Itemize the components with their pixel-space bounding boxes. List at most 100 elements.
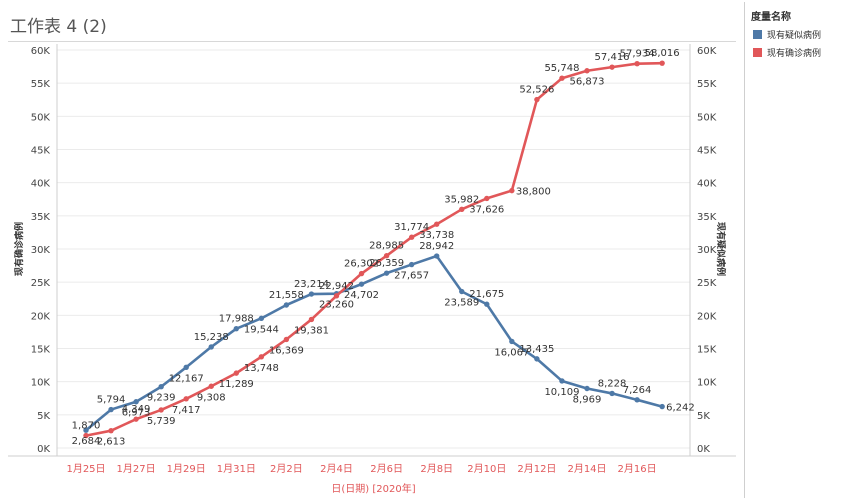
data-label-suspected: 17,988 — [219, 314, 254, 325]
legend-item-suspected[interactable]: 现有疑似病例 — [753, 28, 848, 41]
y-tick-left: 60K — [31, 46, 51, 57]
data-label-confirmed: 28,985 — [369, 241, 404, 252]
data-point-confirmed — [83, 432, 89, 439]
y-axis-title-right: 现有疑似病例 — [715, 222, 727, 276]
x-tick-label: 1月29日 — [167, 463, 206, 475]
x-tick-label: 2月12日 — [517, 463, 556, 475]
y-tick-left: 0K — [37, 444, 50, 455]
data-point-suspected — [584, 385, 590, 392]
data-point-suspected — [208, 344, 214, 350]
data-label-confirmed: 22,942 — [319, 281, 354, 292]
title-divider — [8, 41, 736, 42]
data-point-suspected — [459, 288, 465, 295]
x-tick-label: 2月16日 — [618, 463, 657, 475]
data-point-confirmed — [408, 234, 415, 240]
y-tick-left: 10K — [31, 378, 51, 389]
y-tick-right: 55K — [697, 79, 717, 90]
data-point-suspected — [634, 397, 640, 403]
y-tick-left: 45K — [31, 146, 51, 157]
data-label-confirmed: 1,870 — [72, 421, 101, 432]
data-label-suspected: 6,242 — [666, 403, 695, 414]
data-point-suspected — [358, 281, 365, 287]
legend-swatch-confirmed — [753, 48, 762, 57]
y-tick-right: 0K — [697, 444, 710, 455]
data-point-confirmed — [659, 60, 665, 66]
data-label-confirmed: 57,416 — [595, 52, 630, 63]
data-point-confirmed — [509, 187, 515, 194]
y-tick-right: 15K — [697, 345, 717, 356]
data-point-confirmed — [308, 316, 315, 323]
data-label-suspected: 5,794 — [97, 395, 126, 406]
data-label-confirmed: 5,739 — [147, 416, 176, 427]
x-tick-label: 2月14日 — [567, 463, 606, 475]
legend-label-confirmed: 现有确诊病例 — [767, 49, 822, 59]
data-point-confirmed — [108, 427, 114, 434]
data-label-suspected: 21,558 — [269, 290, 304, 301]
y-tick-left: 40K — [31, 179, 51, 190]
line-chart: 0K 0K 5K 5K 10K 10K 15K 15K 20K 20K 25K 25K 30K 30K 35… — [8, 44, 736, 495]
data-point-suspected — [609, 390, 615, 397]
series-line-suspected — [84, 254, 664, 432]
data-label-suspected: 2,684 — [72, 436, 101, 447]
x-tick-label: 1月27日 — [117, 463, 156, 475]
data-point-confirmed — [258, 354, 265, 360]
data-label-suspected: 9,239 — [147, 393, 176, 404]
data-point-confirmed — [609, 64, 615, 70]
y-tick-left: 35K — [31, 212, 51, 223]
y-tick-right: 60K — [697, 46, 717, 57]
data-point-confirmed — [283, 336, 290, 343]
x-tick-label: 2月6日 — [370, 463, 403, 475]
data-label-confirmed: 11,289 — [219, 379, 254, 390]
y-tick-right: 20K — [697, 311, 717, 322]
legend-swatch-suspected — [753, 30, 762, 39]
data-point-suspected — [484, 301, 490, 307]
data-point-suspected — [133, 399, 139, 405]
series-line-confirmed — [84, 61, 664, 437]
x-tick-label: 2月8日 — [420, 463, 453, 475]
data-point-suspected — [408, 261, 415, 268]
y-tick-right: 35K — [697, 212, 717, 223]
data-label-confirmed: 55,748 — [544, 63, 579, 74]
y-tick-left: 55K — [31, 79, 51, 90]
data-point-confirmed — [183, 396, 189, 402]
data-point-suspected — [183, 364, 189, 370]
y-tick-left: 50K — [31, 112, 51, 123]
data-point-suspected — [83, 427, 89, 433]
x-tick-label: 2月10日 — [467, 463, 506, 475]
y-tick-left: 15K — [31, 345, 51, 356]
data-label-confirmed: 52,526 — [519, 85, 554, 96]
page-title: 工作表 4 (2) — [10, 17, 107, 37]
data-label-confirmed: 37,626 — [469, 204, 504, 215]
data-point-confirmed — [459, 206, 465, 213]
data-point-confirmed — [484, 195, 490, 202]
x-tick-label: 2月4日 — [320, 463, 353, 475]
y-tick-left: 20K — [31, 311, 51, 322]
legend-title: 度量名称 — [751, 12, 791, 23]
data-point-confirmed — [383, 253, 390, 259]
data-label-confirmed: 35,982 — [444, 194, 479, 205]
y-tick-right: 30K — [697, 245, 717, 256]
data-label-confirmed: 19,381 — [294, 325, 329, 336]
data-label-confirmed: 26,302 — [344, 259, 379, 270]
x-axis-title: 日(日期) [2020年] — [331, 482, 415, 495]
data-label-suspected: 8,969 — [573, 395, 602, 406]
data-point-suspected — [383, 270, 390, 276]
data-label-confirmed: 56,873 — [570, 77, 605, 88]
data-label-suspected: 19,544 — [244, 324, 279, 335]
data-label-confirmed: 9,308 — [197, 392, 226, 403]
y-tick-right: 25K — [697, 278, 717, 289]
data-point-suspected — [534, 356, 540, 362]
y-tick-right: 10K — [697, 378, 717, 389]
data-label-confirmed: 58,016 — [645, 48, 680, 59]
data-label-confirmed: 33,738 — [419, 230, 454, 241]
legend-item-confirmed[interactable]: 现有确诊病例 — [753, 46, 848, 59]
data-label-suspected: 10,109 — [544, 387, 579, 398]
data-label-suspected: 21,675 — [469, 289, 504, 300]
data-label-confirmed: 38,800 — [516, 187, 551, 198]
y-tick-left: 5K — [37, 411, 50, 422]
data-point-confirmed — [333, 293, 340, 299]
data-point-suspected — [108, 406, 114, 413]
legend-panel: 度量名称 现有疑似病例 现有确诊病例 — [744, 2, 848, 498]
data-point-suspected — [158, 384, 164, 390]
data-point-suspected — [509, 338, 515, 345]
